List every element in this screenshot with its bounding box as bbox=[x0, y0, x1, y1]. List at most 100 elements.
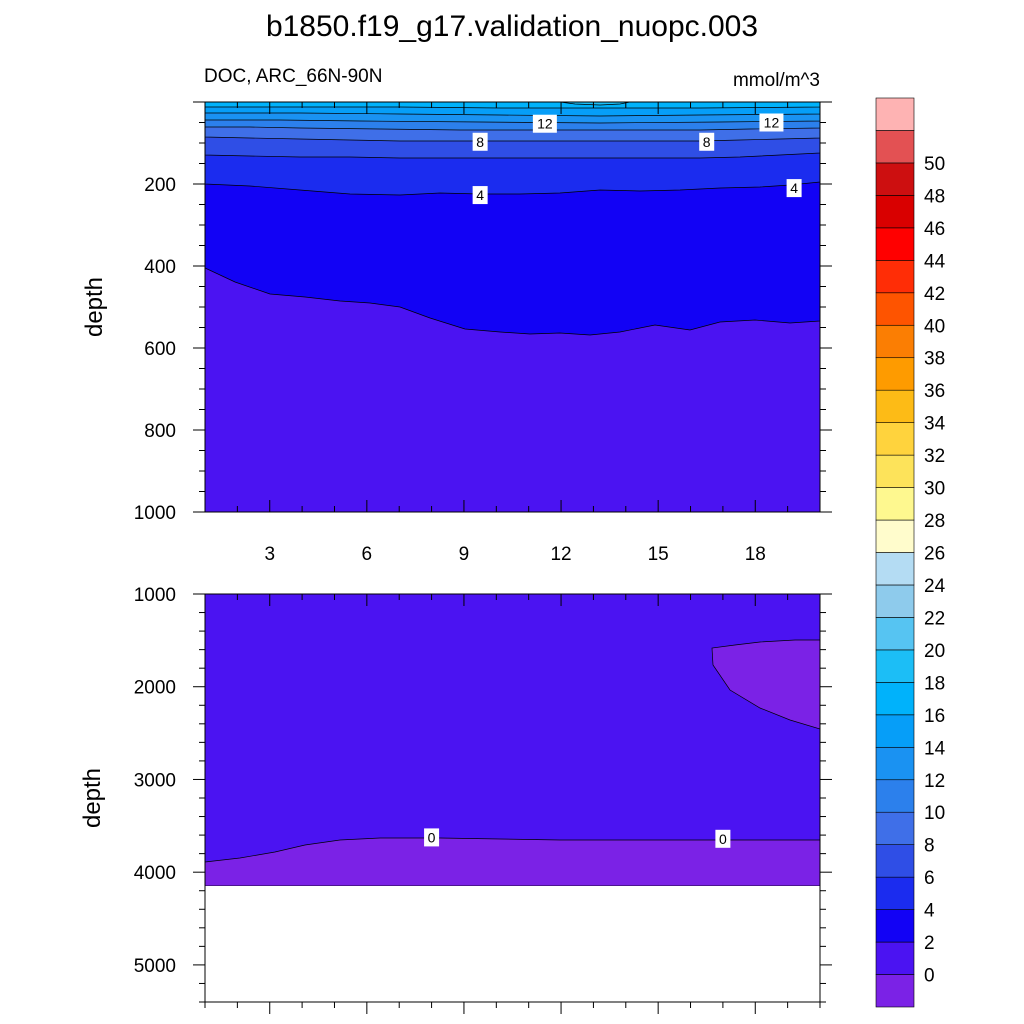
upper-x-axis: 3 6 9 12 15 18 bbox=[204, 102, 821, 565]
lower-y-tick-label: 4000 bbox=[134, 863, 176, 884]
colorbar-tick-label: 46 bbox=[924, 219, 945, 240]
colorbar-swatch bbox=[875, 227, 915, 261]
colorbar-swatch bbox=[875, 617, 915, 651]
lower-y-label: depth bbox=[79, 768, 106, 828]
colorbar-tick-label: 42 bbox=[924, 284, 945, 305]
colorbar-swatch bbox=[875, 876, 915, 910]
lower-band-neg-deep bbox=[205, 837, 820, 886]
upper-x-tick-label: 12 bbox=[550, 544, 571, 565]
colorbar-swatch bbox=[875, 422, 915, 456]
colorbar-swatch bbox=[875, 162, 915, 196]
contour-label: 12 bbox=[764, 115, 780, 131]
colorbar-tick-label: 2 bbox=[924, 933, 935, 954]
colorbar-tick-label: 8 bbox=[924, 836, 935, 857]
upper-contour-labels: 12 12 8 8 4 4 bbox=[472, 113, 802, 205]
colorbar-tick-label: 20 bbox=[924, 641, 945, 662]
upper-panel: DOC, ARC_66N-90N mmol/m^3 12 12 8 8 4 4 3 6 9 12… bbox=[81, 66, 832, 565]
colorbar-tick-label: 18 bbox=[924, 673, 945, 694]
upper-band-18 bbox=[559, 102, 631, 106]
lower-y-tick-label: 5000 bbox=[134, 956, 176, 977]
colorbar-swatch bbox=[875, 292, 915, 326]
colorbar-tick-label: 0 bbox=[924, 966, 935, 987]
colorbar-swatch bbox=[875, 779, 915, 813]
contour-label-box bbox=[424, 828, 440, 847]
colorbar-swatch bbox=[875, 682, 915, 716]
colorbar-swatch bbox=[875, 357, 915, 391]
colorbar-tick-label: 4 bbox=[924, 901, 935, 922]
colorbar-tick-label: 14 bbox=[924, 738, 946, 759]
colorbar-tick-label: 44 bbox=[924, 251, 946, 272]
colorbar-tick-label: 30 bbox=[924, 479, 945, 500]
colorbar-swatch bbox=[875, 389, 915, 423]
colorbar-tick-label: 48 bbox=[924, 186, 945, 207]
colorbar-swatch bbox=[875, 519, 915, 553]
colorbar-swatch bbox=[875, 811, 915, 845]
colorbar-swatch bbox=[875, 97, 915, 131]
colorbar-tick-label: 36 bbox=[924, 381, 945, 402]
upper-y-tick-label: 200 bbox=[144, 175, 176, 196]
colorbar-swatch bbox=[875, 714, 915, 748]
colorbar-swatch bbox=[875, 130, 915, 164]
upper-y-tick-label: 1000 bbox=[134, 503, 176, 524]
lower-y-axis: 1000 2000 3000 4000 5000 bbox=[134, 585, 832, 1003]
lower-y-tick-label: 2000 bbox=[134, 678, 176, 699]
colorbar-swatch bbox=[875, 649, 915, 683]
upper-y-axis: 200 400 600 800 1000 bbox=[134, 101, 832, 524]
colorbar-swatch bbox=[875, 974, 915, 1008]
upper-x-tick-label: 9 bbox=[459, 544, 470, 565]
colorbar-tick-label: 24 bbox=[924, 576, 946, 597]
colorbar-tick-label: 26 bbox=[924, 544, 945, 565]
colorbar-swatch bbox=[875, 454, 915, 488]
colorbar-swatch bbox=[875, 324, 915, 359]
colorbar-swatch bbox=[875, 909, 915, 943]
upper-y-label: depth bbox=[81, 277, 108, 337]
colorbar-tick-label: 28 bbox=[924, 511, 945, 532]
colorbar-tick-label: 34 bbox=[924, 414, 946, 435]
colorbar-swatch bbox=[875, 941, 915, 975]
upper-subtitle-right: mmol/m^3 bbox=[733, 70, 820, 91]
contour-label-box bbox=[786, 179, 802, 198]
upper-y-tick-label: 600 bbox=[144, 339, 176, 360]
contour-label: 8 bbox=[476, 134, 484, 150]
colorbar-tick-label: 40 bbox=[924, 316, 945, 337]
colorbar-swatch bbox=[875, 260, 915, 294]
lower-band-neg-east bbox=[711, 639, 820, 730]
upper-y-tick-label: 400 bbox=[144, 257, 176, 278]
upper-fill bbox=[205, 102, 820, 512]
upper-band-16 bbox=[205, 102, 820, 109]
colorbar-swatch bbox=[875, 584, 915, 618]
colorbar-tick-label: 32 bbox=[924, 446, 945, 467]
contour-label-box bbox=[472, 132, 488, 151]
colorbar-tick-label: 6 bbox=[924, 868, 935, 889]
contour-label-box bbox=[472, 186, 488, 205]
contour-label: 0 bbox=[428, 829, 436, 845]
upper-x-tick-label: 15 bbox=[648, 544, 669, 565]
contour-label: 4 bbox=[476, 187, 484, 203]
contour-label-box bbox=[532, 114, 557, 133]
colorbar-tick-label: 10 bbox=[924, 803, 945, 824]
contour-label-box bbox=[759, 113, 784, 132]
colorbar-tick-label: 22 bbox=[924, 608, 945, 629]
colorbar: 0246810121416182022242628303234363840424… bbox=[875, 97, 946, 1008]
colorbar-swatch bbox=[875, 487, 915, 521]
contour-label-box bbox=[699, 132, 715, 151]
colorbar-tick-label: 12 bbox=[924, 771, 945, 792]
colorbar-tick-label: 16 bbox=[924, 706, 945, 727]
contour-label: 0 bbox=[719, 831, 727, 847]
colorbar-swatch bbox=[875, 746, 915, 781]
upper-x-tick-label: 6 bbox=[362, 544, 373, 565]
upper-x-tick-label: 18 bbox=[745, 544, 766, 565]
colorbar-tick-label: 38 bbox=[924, 349, 945, 370]
lower-x-axis bbox=[204, 594, 821, 1014]
lower-y-tick-label: 3000 bbox=[134, 770, 176, 791]
contour-label-box bbox=[715, 829, 731, 848]
contour-label: 4 bbox=[790, 180, 798, 196]
colorbar-swatch bbox=[875, 195, 915, 229]
lower-y-tick-label: 1000 bbox=[134, 585, 176, 606]
contour-label: 12 bbox=[537, 116, 553, 132]
colorbar-tick-label: 50 bbox=[924, 154, 945, 175]
figure-title: b1850.f19_g17.validation_nuopc.003 bbox=[266, 10, 758, 43]
